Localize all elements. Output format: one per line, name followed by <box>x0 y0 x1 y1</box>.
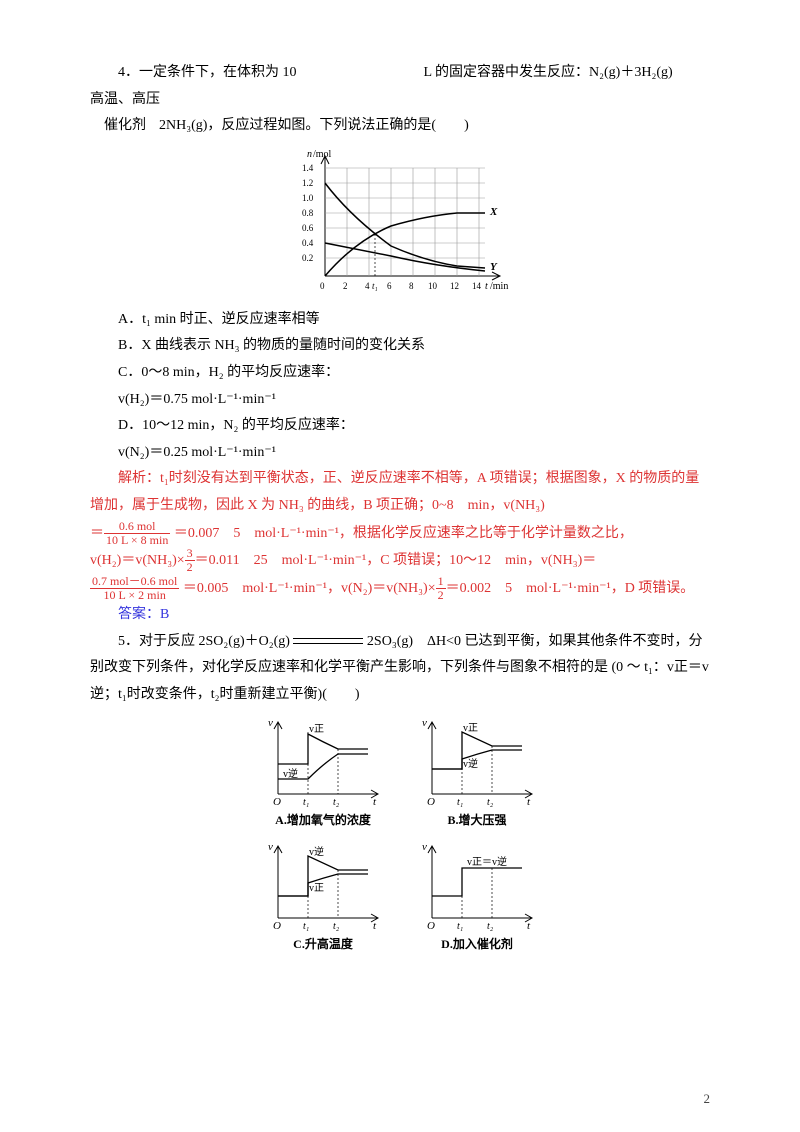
q4-explanation: 解析：t₁时刻没有达到平衡状态，正、逆反应速率不相等，A 项错误；根据图象，X … <box>90 466 710 602</box>
q5-label-a: A.增加氧气的浓度 <box>258 809 388 832</box>
svg-text:v正: v正 <box>309 724 324 735</box>
q5-text1: 5．对于反应 2SO₂(g)＋O₂(g) <box>118 634 290 649</box>
svg-text:0.4: 0.4 <box>302 238 314 248</box>
q4-expl-line4: 0.7 mol－0.6 mol 10 L × 2 min ＝0.005 mol·… <box>90 575 710 603</box>
frac3-num: 0.7 mol－0.6 mol <box>90 575 179 589</box>
q4-line1a: 4．一定条件下，在体积为 10 <box>118 65 297 80</box>
svg-text:X: X <box>489 206 498 218</box>
frac1-num: 0.6 mol <box>104 520 170 534</box>
q5-text: 5．对于反应 2SO₂(g)＋O₂(g) 2SO₃(g) ΔH<0 已达到平衡，… <box>90 629 710 709</box>
svg-text:t₂: t₂ <box>487 797 494 808</box>
q5-label-b: B.增大压强 <box>412 809 542 832</box>
q4-optC1: C．0～8 min，H₂ 的平均反应速率： <box>90 360 710 387</box>
svg-text:6: 6 <box>387 281 392 291</box>
frac4-den: 2 <box>436 589 446 602</box>
page-number: 2 <box>704 1087 711 1112</box>
svg-text:t₂: t₂ <box>487 921 494 932</box>
svg-text:v正＝v逆: v正＝v逆 <box>467 855 507 868</box>
svg-text:v: v <box>422 841 427 853</box>
svg-text:t₂: t₂ <box>333 797 340 808</box>
svg-text:t₂: t₂ <box>333 921 340 932</box>
svg-text:v逆: v逆 <box>309 845 324 858</box>
q4-chart-svg: n /mol t /min 1.4 1.2 1.0 0.8 0.6 0.4 0.… <box>285 146 515 301</box>
q4-expl-p1: 解析：t₁时刻没有达到平衡状态，正、逆反应速率不相等，A 项错误；根据图象，X … <box>90 466 710 519</box>
q4-expl-p3b: ＝0.002 5 mol·L⁻¹·min⁻¹，D 项错误。 <box>446 580 695 595</box>
svg-text:v逆: v逆 <box>283 767 298 780</box>
svg-text:0: 0 <box>320 281 325 291</box>
q4-optC2: v(H₂)＝0.75 mol·L⁻¹·min⁻¹ <box>90 387 710 414</box>
svg-text:t₁: t₁ <box>457 797 463 808</box>
q5-label-d: D.加入催化剂 <box>412 933 542 956</box>
svg-text:0.6: 0.6 <box>302 223 314 233</box>
svg-text:t: t <box>373 796 377 808</box>
svg-text:1.2: 1.2 <box>302 178 313 188</box>
svg-text:2: 2 <box>343 281 348 291</box>
q4-line2: 高温、高压 <box>90 87 710 114</box>
page: 4．一定条件下，在体积为 10 L 的固定容器中发生反应：N₂(g)＋3H₂(g… <box>0 0 800 1132</box>
svg-text:O: O <box>427 920 435 932</box>
q4-line3b: 2NH₃(g)，反应过程如图。下列说法正确的是( ) <box>159 118 469 133</box>
svg-text:4: 4 <box>365 281 370 291</box>
svg-text:v正: v正 <box>463 723 478 734</box>
q4-expl-p2c: ＝0.011 25 mol·L⁻¹·min⁻¹，C 项错误；10～12 min，… <box>195 553 597 568</box>
svg-text:/min: /min <box>490 281 508 292</box>
q4-optA: A．t₁ min 时正、逆反应速率相等 <box>90 307 710 334</box>
svg-text:t: t <box>527 920 531 932</box>
svg-text:t₁: t₁ <box>303 797 309 808</box>
svg-text:1.4: 1.4 <box>302 163 314 173</box>
q4-expl-p2b: v(H₂)＝v(NH₃)× <box>90 553 185 568</box>
svg-text:t: t <box>527 796 531 808</box>
svg-text:v逆: v逆 <box>463 757 478 770</box>
svg-text:Y: Y <box>490 261 498 273</box>
svg-text:t: t <box>373 920 377 932</box>
svg-text:v: v <box>422 717 427 729</box>
q5-label-c: C.升高温度 <box>258 933 388 956</box>
q5-chart-b: v v正 v逆 O t₁ t₂ t B.增大压强 <box>412 714 542 832</box>
q4-optD1: D．10～12 min，N₂ 的平均反应速率： <box>90 413 710 440</box>
svg-text:t₁: t₁ <box>372 281 378 291</box>
svg-text:v: v <box>268 841 273 853</box>
q4-optD2: v(N₂)＝0.25 mol·L⁻¹·min⁻¹ <box>90 440 710 467</box>
q4-expl-p2a: ＝0.007 5 mol·L⁻¹·min⁻¹，根据化学反应速率之比等于化学计量数… <box>174 525 633 540</box>
svg-text:14: 14 <box>472 281 482 291</box>
q5-chart-d: v v正＝v逆 O t₁ t₂ t D.加入催化剂 <box>412 838 542 956</box>
svg-text:t₁: t₁ <box>303 921 309 932</box>
frac2-den: 2 <box>185 561 195 574</box>
svg-text:O: O <box>273 796 281 808</box>
svg-text:t: t <box>485 281 488 292</box>
q4-optB: B．X 曲线表示 NH₃ 的物质的量随时间的变化关系 <box>90 333 710 360</box>
q5-figure-grid: v v正 v逆 O t₁ t₂ t A.增加氧气的浓度 <box>90 714 710 962</box>
q4-line3a: 催化剂 <box>104 118 146 133</box>
svg-text:O: O <box>427 796 435 808</box>
svg-text:0.2: 0.2 <box>302 253 313 263</box>
q4-figure: n /mol t /min 1.4 1.2 1.0 0.8 0.6 0.4 0.… <box>90 146 710 301</box>
svg-text:12: 12 <box>450 281 459 291</box>
q4-expl-line3: v(H₂)＝v(NH₃)× 3 2 ＝0.011 25 mol·L⁻¹·min⁻… <box>90 547 710 575</box>
frac2-num: 3 <box>185 547 195 561</box>
svg-text:v: v <box>268 717 273 729</box>
svg-text:8: 8 <box>409 281 414 291</box>
frac1-den: 10 L × 8 min <box>104 534 170 547</box>
q4-expl-p3a: ＝0.005 mol·L⁻¹·min⁻¹，v(N₂)＝v(NH₃)× <box>183 580 436 595</box>
frac3-den: 10 L × 2 min <box>90 589 179 602</box>
frac4-num: 1 <box>436 575 446 589</box>
q4-line1: 4．一定条件下，在体积为 10 L 的固定容器中发生反应：N₂(g)＋3H₂(g… <box>90 60 710 87</box>
q5-chart-a: v v正 v逆 O t₁ t₂ t A.增加氧气的浓度 <box>258 714 388 832</box>
svg-text:/mol: /mol <box>313 149 332 160</box>
svg-text:10: 10 <box>428 281 438 291</box>
q4-line3: 催化剂 2NH₃(g)，反应过程如图。下列说法正确的是( ) <box>90 113 710 140</box>
svg-text:0.8: 0.8 <box>302 208 314 218</box>
svg-text:1.0: 1.0 <box>302 193 314 203</box>
svg-text:v正: v正 <box>309 883 324 894</box>
q4-expl-line2: ＝ 0.6 mol 10 L × 8 min ＝0.007 5 mol·L⁻¹·… <box>90 520 710 548</box>
q4-answer: 答案：B <box>90 602 710 629</box>
q5-chart-c: v v逆 v正 O t₁ t₂ t C.升高温度 <box>258 838 388 956</box>
svg-text:n: n <box>307 149 312 160</box>
q4-line1b: L 的固定容器中发生反应：N₂(g)＋3H₂(g) <box>424 65 673 80</box>
svg-text:t₁: t₁ <box>457 921 463 932</box>
svg-text:O: O <box>273 920 281 932</box>
equilibrium-arrow-icon <box>293 636 363 646</box>
